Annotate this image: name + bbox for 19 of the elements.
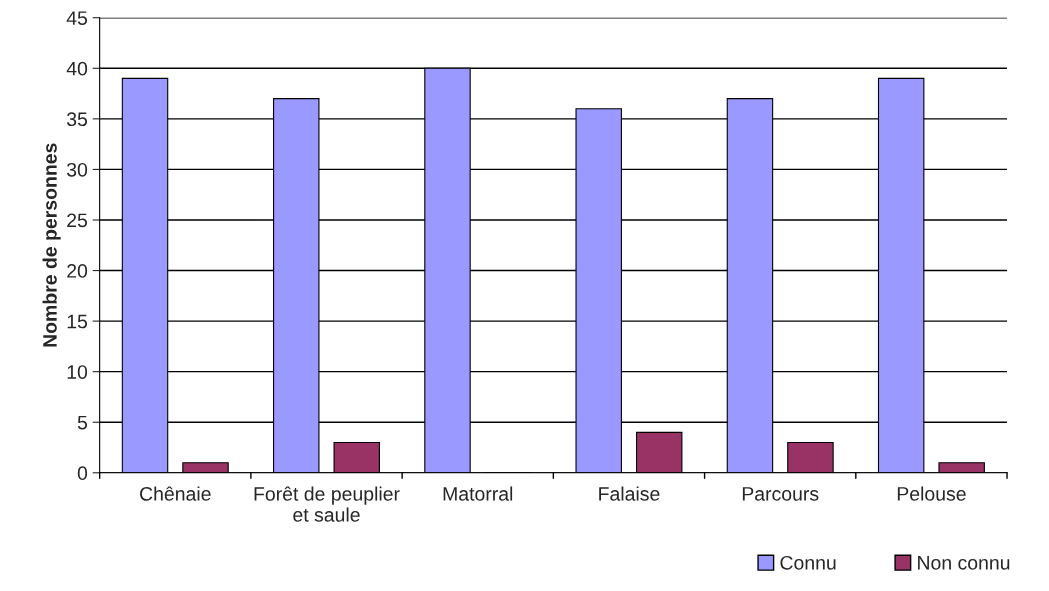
y-tick-label: 10 <box>67 365 88 379</box>
y-tick-label: 15 <box>67 314 88 329</box>
x-tick-label: Parcours <box>742 487 819 501</box>
x-tick-label: Matorral <box>443 486 513 501</box>
legend-label: Non connu <box>918 556 1010 570</box>
y-tick-label: 20 <box>67 264 88 278</box>
y-tick-label: 25 <box>67 213 88 228</box>
y-tick-label: 40 <box>66 61 88 76</box>
x-tick-label: Pelouse <box>897 486 966 501</box>
x-tick-label: Falaise <box>599 486 660 501</box>
y-tick-label: 30 <box>66 162 88 177</box>
y-axis-title: Nombre de personnes <box>42 143 61 347</box>
y-tick-label: 45 <box>66 11 88 25</box>
y-tick-label: 5 <box>77 415 88 430</box>
x-tick-label: Forêt de peuplier et saule <box>254 486 400 522</box>
legend-label: Connu <box>780 555 836 570</box>
y-tick-label: 0 <box>77 466 88 481</box>
x-tick-label: Chênaie <box>140 486 211 501</box>
y-tick-label: 35 <box>66 112 88 127</box>
